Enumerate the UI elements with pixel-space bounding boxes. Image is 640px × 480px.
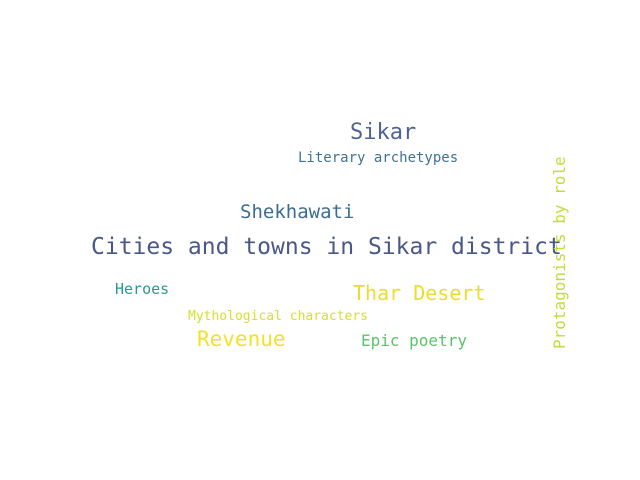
word-heroes: Heroes [115, 280, 170, 298]
word-sikar: Sikar [350, 120, 417, 145]
word-thar-desert: Thar Desert [353, 281, 486, 305]
word-mythological-characters: Mythological characters [188, 309, 369, 324]
word-literary-archetypes: Literary archetypes [298, 150, 459, 166]
word-revenue: Revenue [197, 327, 286, 351]
word-cities-and-towns: Cities and towns in Sikar district [91, 234, 562, 260]
word-shekhawati: Shekhawati [240, 201, 355, 223]
word-protagonists-by-role: Protagonists by role [550, 156, 569, 349]
word-epic-poetry: Epic poetry [361, 331, 467, 350]
